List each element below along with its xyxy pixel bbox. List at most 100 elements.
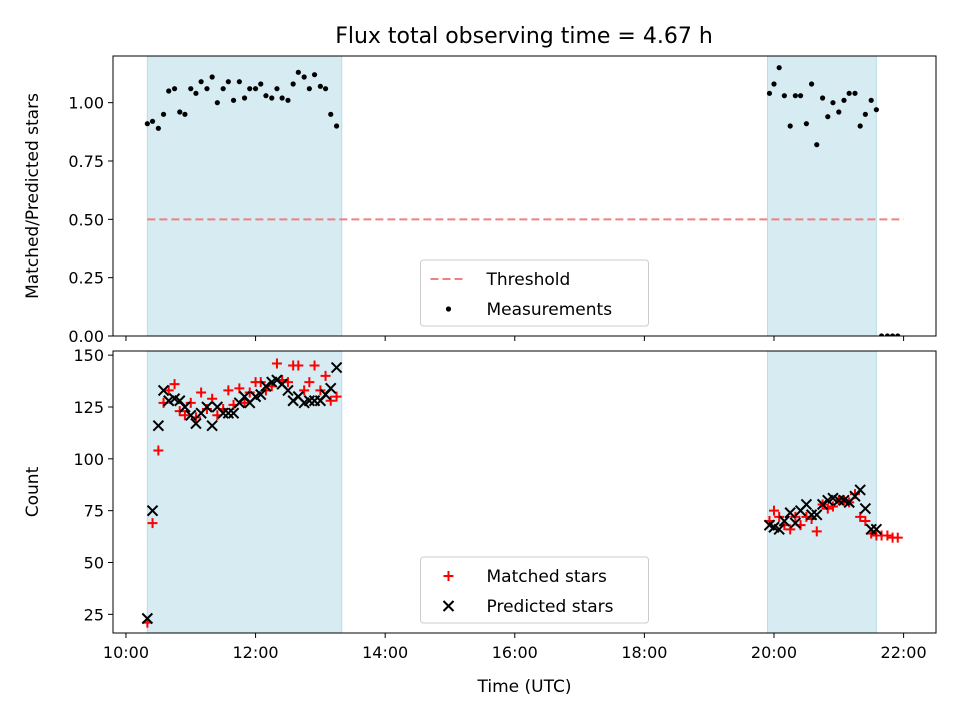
measurement-point [269, 95, 275, 101]
matched-star-point [325, 395, 336, 406]
predicted-star-point [190, 417, 202, 430]
measurement-point [803, 121, 809, 127]
measurement-point [204, 86, 210, 92]
legend-box [420, 259, 649, 327]
axes-frame [112, 55, 937, 337]
measurement-point [787, 123, 793, 129]
measurement-point [188, 86, 194, 92]
measurement-point [311, 72, 318, 78]
axes-frame [112, 350, 937, 634]
predicted-star-point [222, 407, 235, 419]
matched-star-point [207, 393, 218, 404]
measurement-point [317, 83, 323, 89]
predicted-star-point [789, 517, 802, 529]
y-tick-label: 0.75 [68, 152, 104, 171]
matched-star-point [768, 505, 779, 516]
measurement-point [144, 121, 150, 127]
legend-measurement-swatch [445, 306, 452, 312]
y-tick-label: 0.50 [68, 210, 104, 229]
measurement-point [301, 74, 307, 80]
measurement-point [258, 81, 264, 87]
matched-star-point [169, 379, 180, 390]
matched-star-point [185, 397, 196, 408]
matched-star-point [882, 530, 893, 541]
matched-star-point [892, 532, 903, 543]
x-tick-label: 22:00 [881, 643, 927, 662]
observing-window [146, 56, 343, 336]
matched-star-point [239, 397, 250, 408]
legend-label: Matched stars [487, 567, 607, 587]
measurement-point [819, 95, 826, 101]
measurement-point [333, 123, 340, 129]
matched-star-point [153, 445, 164, 456]
y-tick-label: 150 [73, 346, 104, 365]
measurement-point [285, 97, 291, 103]
x-tick-label: 14:00 [362, 643, 408, 662]
plot-area [141, 351, 903, 633]
predicted-star-point [303, 395, 316, 407]
measurement-point [852, 90, 858, 96]
y-tick-label: 0.00 [68, 327, 104, 346]
x-tick-label: 16:00 [492, 643, 538, 662]
predicted-star-point [325, 382, 337, 395]
measurement-point [836, 109, 842, 115]
y-axis-label: Matched/Predicted stars [23, 93, 43, 299]
matched-star-point [331, 391, 342, 402]
matched-star-point [299, 385, 310, 396]
measurement-point [771, 81, 777, 87]
predicted-star-point [179, 401, 191, 413]
predicted-star-point [870, 523, 883, 536]
x-tick-label: 12:00 [233, 643, 279, 662]
predicted-star-point [805, 509, 818, 521]
matched-star-point [860, 516, 871, 527]
predicted-star-point [811, 509, 823, 521]
matched-star-point [320, 370, 331, 381]
measurement-point [792, 93, 798, 99]
measurement-point [857, 123, 863, 129]
predicted-star-point [255, 388, 267, 401]
y-tick-label: 100 [73, 450, 104, 469]
chart-title: Flux total observing time = 4.67 h [335, 24, 713, 49]
matched-star-point [196, 387, 207, 398]
x-tick-label: 10:00 [103, 643, 149, 662]
measurement-point [274, 86, 280, 92]
measurement-point [252, 86, 259, 92]
matched-star-point [304, 377, 315, 388]
matched-star-point [223, 385, 234, 396]
x-tick-label: 18:00 [621, 643, 667, 662]
measurement-point [328, 111, 334, 117]
measurement-point [247, 86, 253, 92]
measurement-point [160, 111, 167, 117]
predicted-star-point [784, 507, 796, 519]
predicted-star-point [865, 523, 877, 536]
measurement-point [279, 95, 285, 101]
measurement-point [193, 90, 199, 96]
observing-window [767, 56, 877, 336]
predicted-star-point [800, 498, 813, 511]
y-tick-label: 75 [84, 502, 104, 521]
measurement-point [878, 333, 885, 336]
predicted-star-point [217, 407, 229, 419]
measurement-point [830, 100, 836, 106]
measurement-point [808, 81, 815, 87]
y-tick-label: 1.00 [68, 94, 104, 113]
measurement-point [214, 100, 220, 106]
measurement-point [766, 90, 773, 96]
measurement-point [841, 97, 847, 103]
measurement-point [776, 65, 782, 71]
measurement-point [884, 333, 890, 336]
measurement-point [825, 114, 831, 120]
matched-star-point [811, 526, 822, 537]
matched-star-point [827, 501, 838, 512]
plot-area [144, 56, 904, 336]
measurement-point [295, 69, 301, 75]
predicted-star-point [157, 384, 170, 397]
predicted-star-point [773, 523, 785, 536]
measurement-point [198, 79, 204, 85]
legend-label: Threshold [486, 270, 571, 290]
predicted-star-point [227, 407, 240, 419]
matched-star-point [785, 524, 796, 535]
matched-star-point [271, 358, 282, 369]
y-tick-label: 25 [84, 605, 104, 624]
